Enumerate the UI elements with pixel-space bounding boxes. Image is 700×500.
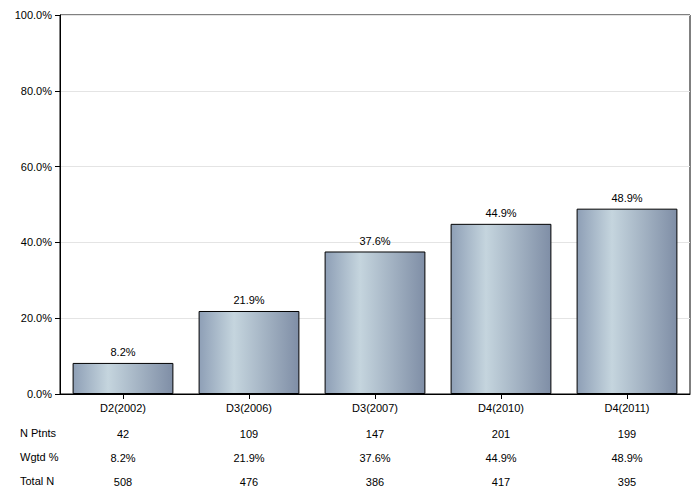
svg-text:20.0%: 20.0% bbox=[21, 312, 52, 324]
svg-text:100.0%: 100.0% bbox=[15, 9, 53, 21]
svg-text:D2(2002): D2(2002) bbox=[100, 402, 146, 414]
svg-text:D4(2010): D4(2010) bbox=[478, 402, 524, 414]
svg-text:80.0%: 80.0% bbox=[21, 85, 52, 97]
svg-text:42: 42 bbox=[117, 428, 129, 440]
svg-text:508: 508 bbox=[114, 476, 132, 488]
svg-text:417: 417 bbox=[492, 476, 510, 488]
svg-text:44.9%: 44.9% bbox=[485, 452, 516, 464]
svg-text:8.2%: 8.2% bbox=[110, 346, 135, 358]
svg-text:201: 201 bbox=[492, 428, 510, 440]
svg-text:8.2%: 8.2% bbox=[110, 452, 135, 464]
svg-text:395: 395 bbox=[618, 476, 636, 488]
svg-text:476: 476 bbox=[240, 476, 258, 488]
svg-text:N Ptnts: N Ptnts bbox=[20, 427, 57, 439]
svg-text:37.6%: 37.6% bbox=[359, 235, 390, 247]
svg-text:40.0%: 40.0% bbox=[21, 236, 52, 248]
svg-text:Wgtd %: Wgtd % bbox=[20, 451, 59, 463]
svg-text:199: 199 bbox=[618, 428, 636, 440]
svg-text:D3(2007): D3(2007) bbox=[352, 402, 398, 414]
svg-text:60.0%: 60.0% bbox=[21, 161, 52, 173]
svg-text:48.9%: 48.9% bbox=[611, 192, 642, 204]
svg-text:D4(2011): D4(2011) bbox=[604, 402, 649, 414]
svg-text:147: 147 bbox=[366, 428, 384, 440]
svg-text:0.0%: 0.0% bbox=[27, 388, 52, 400]
svg-text:44.9%: 44.9% bbox=[485, 207, 516, 219]
svg-text:109: 109 bbox=[240, 428, 258, 440]
svg-text:D3(2006): D3(2006) bbox=[226, 402, 272, 414]
svg-text:Total N: Total N bbox=[20, 475, 54, 487]
svg-text:37.6%: 37.6% bbox=[359, 452, 390, 464]
svg-text:48.9%: 48.9% bbox=[611, 452, 642, 464]
svg-text:386: 386 bbox=[366, 476, 384, 488]
svg-text:21.9%: 21.9% bbox=[233, 294, 264, 306]
svg-text:21.9%: 21.9% bbox=[233, 452, 264, 464]
